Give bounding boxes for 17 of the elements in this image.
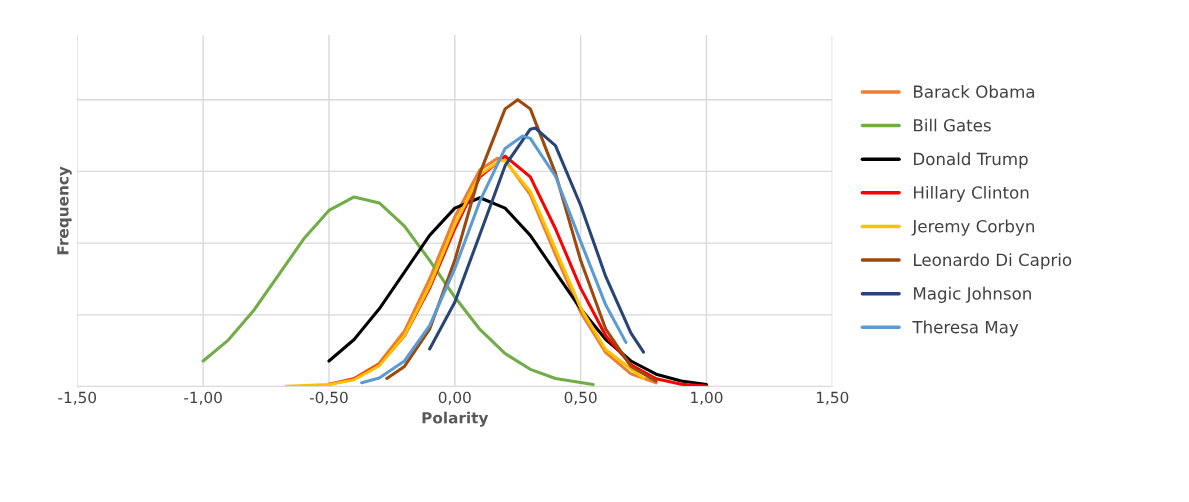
legend-label: Bill Gates [914, 118, 991, 132]
x-tick-label: 0,50 [564, 391, 597, 405]
y-axis-title: Frequency [57, 166, 72, 255]
x-tick-label: -1,50 [58, 391, 97, 405]
legend-label: Hillary Clinton [914, 185, 1029, 203]
legend-label: Jeremy Corbyn [911, 219, 1034, 236]
x-tick-label: 0,00 [438, 391, 471, 405]
legend-label: Theresa May [912, 320, 1019, 337]
legend-label: Barack Obama [914, 85, 1035, 98]
x-tick-label: -1,00 [184, 391, 222, 405]
x-tick-label: 1,00 [691, 391, 723, 405]
legend-label: Leonardo Di Caprio [914, 253, 1072, 270]
legend-label: Magic Johnson [914, 286, 1031, 303]
x-tick-label: -0,50 [309, 391, 348, 405]
legend-label: Donald Trump [914, 152, 1028, 169]
x-tick-label: 1,50 [816, 391, 849, 405]
x-axis-title: Polarity [422, 411, 489, 427]
